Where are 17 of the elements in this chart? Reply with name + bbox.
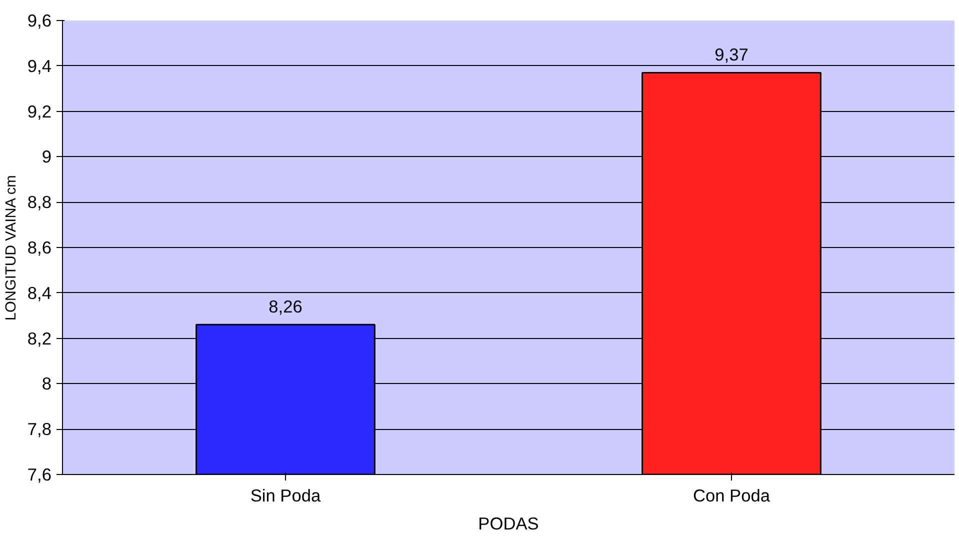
y-tick-label: 8,8 [27,192,52,212]
data-label: 8,26 [268,296,302,317]
y-axis-title: LONGITUD VAINA cm [3,175,20,321]
y-tick-label: 7,6 [27,464,52,484]
y-tick-label: 9,2 [27,101,52,122]
x-tick-label: Con Poda [692,486,770,506]
y-tick-label: 8,6 [27,238,52,258]
x-axis-title: PODAS [478,514,539,534]
data-label: 9,37 [714,44,748,65]
x-tick-label: Sin Poda [250,486,322,506]
y-tick-label: 8,4 [27,282,52,303]
y-tick-label: 7,8 [27,419,52,440]
y-tick-label: 8 [42,374,52,394]
y-tick-label: 9 [42,146,52,167]
y-tick-label: 8,2 [27,328,52,348]
y-tick-label: 9,4 [27,56,52,76]
y-tick-label: 9,6 [27,10,52,30]
